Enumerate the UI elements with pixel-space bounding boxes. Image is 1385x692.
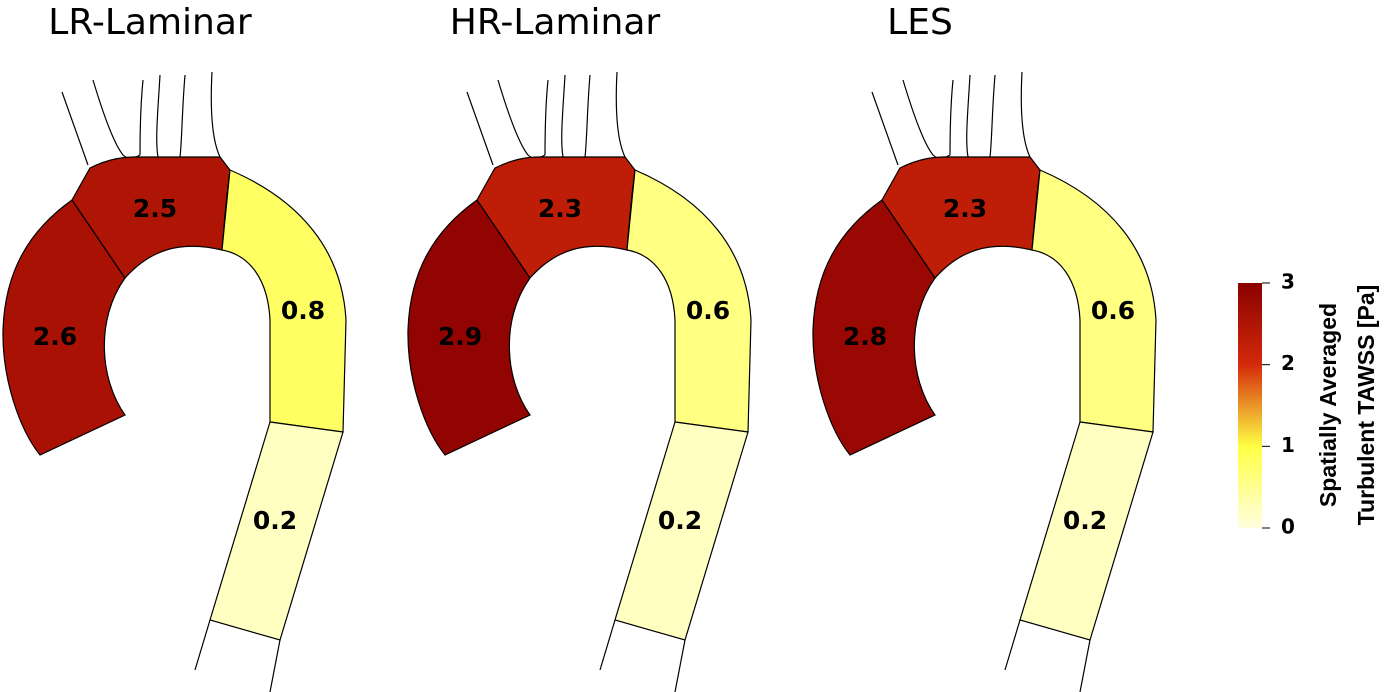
colorbar-tick-label: 0 [1281,515,1295,539]
region-value: 0.8 [281,296,325,325]
colorbar [1238,283,1262,528]
region [2,199,126,456]
region-value: 2.6 [33,322,77,351]
aorta-panel: LES 2.8 2.3 0.6 0.2 [812,2,1157,692]
region [812,199,936,456]
region [614,421,749,641]
region-value: 0.6 [1091,296,1135,325]
region-value: 2.3 [538,194,582,223]
region-value: 0.2 [1063,506,1107,535]
region [626,169,752,433]
region [1031,169,1157,433]
region-value: 0.2 [253,506,297,535]
panel-title: HR-Laminar [450,2,661,43]
region [407,199,531,456]
region [221,169,347,433]
region-value: 2.3 [943,194,987,223]
region-value: 2.5 [133,194,177,223]
region-value: 2.9 [438,322,482,351]
region-value: 2.8 [843,322,887,351]
colorbar-tick-label: 3 [1281,270,1295,294]
colorbar-label: Spatially Averaged [1315,303,1341,507]
region-value: 0.2 [658,506,702,535]
panel-title: LR-Laminar [48,2,252,43]
region [1019,421,1154,641]
colorbar-tick-label: 1 [1281,433,1295,457]
colorbar-tick-label: 2 [1281,351,1295,375]
region [209,421,344,641]
aorta-panel: HR-Laminar 2.9 2.3 0.6 0.2 [407,2,752,692]
aorta-panel: LR-Laminar 2.6 2.5 0.8 0.2 [2,2,347,692]
colorbar-label: Turbulent TAWSS [Pa] [1353,285,1379,526]
region-value: 0.6 [686,296,730,325]
panel-title: LES [887,2,953,43]
